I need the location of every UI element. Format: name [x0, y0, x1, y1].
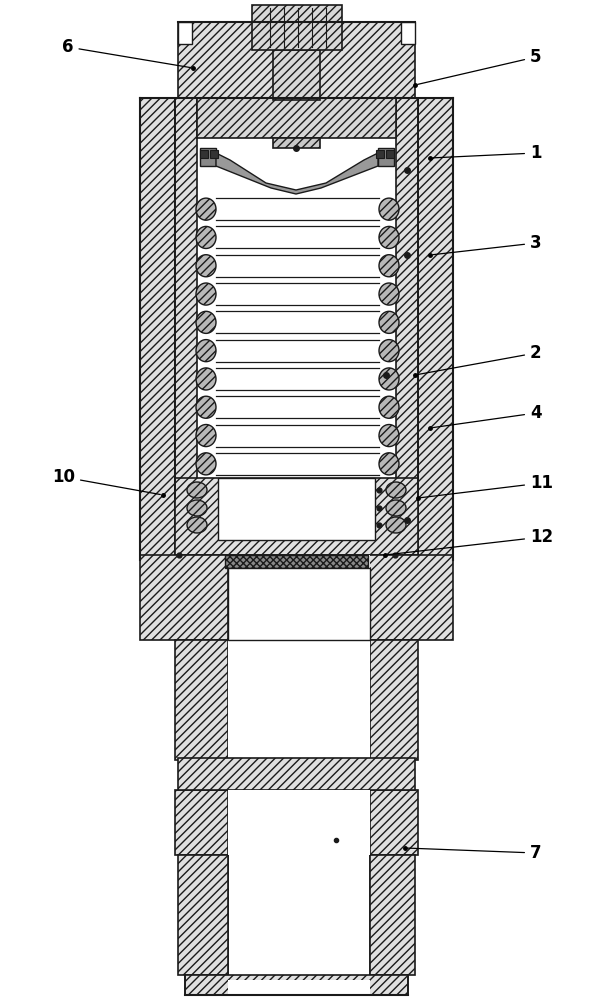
Ellipse shape [196, 311, 216, 333]
Ellipse shape [196, 425, 216, 447]
Text: 10: 10 [52, 468, 160, 495]
Ellipse shape [379, 255, 399, 277]
Text: 11: 11 [421, 474, 553, 498]
Ellipse shape [196, 255, 216, 277]
Polygon shape [140, 555, 453, 640]
Bar [228, 980, 370, 995]
Bar [228, 555, 370, 640]
Polygon shape [216, 153, 378, 194]
Text: 2: 2 [417, 344, 541, 375]
Text: 7: 7 [408, 844, 541, 862]
Polygon shape [178, 22, 192, 44]
Text: 4: 4 [433, 404, 541, 428]
Ellipse shape [379, 340, 399, 362]
Bar [376, 150, 384, 158]
Ellipse shape [386, 500, 406, 516]
Bar [228, 790, 370, 855]
Ellipse shape [379, 425, 399, 447]
Polygon shape [401, 22, 415, 44]
Text: 12: 12 [388, 528, 553, 555]
Bar [228, 640, 370, 760]
Text: 6: 6 [62, 38, 190, 68]
Ellipse shape [187, 517, 207, 533]
Polygon shape [175, 98, 197, 500]
Ellipse shape [196, 283, 216, 305]
Text: 5: 5 [417, 48, 541, 84]
Polygon shape [185, 975, 408, 995]
Polygon shape [370, 855, 415, 975]
Ellipse shape [386, 517, 406, 533]
Polygon shape [378, 148, 394, 166]
Ellipse shape [379, 396, 399, 418]
Ellipse shape [386, 482, 406, 498]
Bar [175, 98, 418, 500]
Polygon shape [140, 98, 175, 560]
Polygon shape [197, 98, 396, 138]
Polygon shape [175, 790, 418, 855]
Ellipse shape [379, 283, 399, 305]
Polygon shape [178, 758, 415, 790]
Polygon shape [273, 138, 320, 148]
Polygon shape [396, 98, 418, 500]
Ellipse shape [196, 340, 216, 362]
Ellipse shape [196, 226, 216, 248]
Ellipse shape [379, 311, 399, 333]
Bar [228, 555, 370, 568]
Ellipse shape [379, 368, 399, 390]
Polygon shape [200, 148, 216, 166]
Polygon shape [175, 478, 418, 555]
Text: 1: 1 [433, 144, 541, 162]
Ellipse shape [379, 198, 399, 220]
Ellipse shape [196, 368, 216, 390]
Bar [200, 150, 208, 158]
Polygon shape [252, 5, 342, 50]
Polygon shape [175, 640, 418, 760]
Bar [228, 568, 370, 980]
Polygon shape [178, 855, 228, 975]
Polygon shape [178, 22, 415, 98]
Bar [386, 150, 394, 158]
Polygon shape [418, 98, 453, 560]
Text: 3: 3 [433, 234, 541, 255]
Ellipse shape [196, 453, 216, 475]
Ellipse shape [196, 198, 216, 220]
Ellipse shape [187, 482, 207, 498]
Ellipse shape [379, 226, 399, 248]
Bar [225, 555, 368, 568]
Bar [228, 568, 370, 640]
Polygon shape [273, 50, 320, 100]
Ellipse shape [196, 396, 216, 418]
Bar [218, 478, 375, 540]
Bar [210, 150, 218, 158]
Ellipse shape [379, 453, 399, 475]
Ellipse shape [187, 500, 207, 516]
